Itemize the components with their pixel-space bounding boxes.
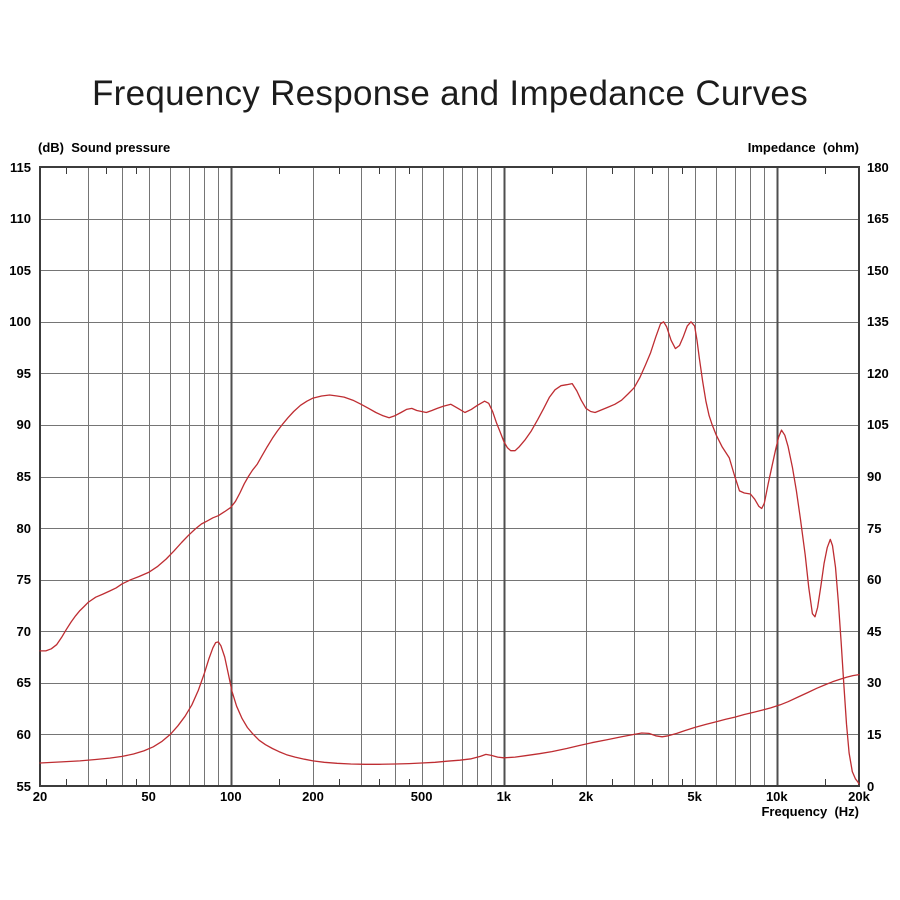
plot-border (39, 166, 860, 787)
left-axis-title: (dB) Sound pressure (38, 140, 171, 155)
y-left-tick-label: 60 (16, 726, 31, 742)
y-left-tick-label: 80 (16, 520, 31, 536)
y-right-tick-label: 30 (867, 675, 882, 691)
y-right-tick-label: 105 (867, 417, 889, 433)
spl-curve (39, 321, 860, 785)
impedance-curve (39, 641, 860, 765)
y-right-tick-label: 0 (867, 778, 875, 794)
y-left-tick-label: 110 (10, 211, 31, 227)
y-left-tick-label: 95 (16, 365, 31, 381)
y-left-tick-label: 65 (16, 675, 31, 691)
right-axis-title: Impedance (ohm) (747, 140, 859, 155)
y-right-tick-label: 15 (867, 726, 882, 742)
x-tick-label: 500 (410, 789, 433, 804)
y-right-tick-label: 165 (867, 211, 889, 227)
y-left-tick-label: 55 (16, 778, 31, 794)
y-left-tick-label: 75 (16, 572, 31, 588)
y-left-tick-label: 115 (10, 159, 31, 175)
y-right-tick-label: 150 (867, 262, 889, 278)
y-left-tick-label: 105 (9, 262, 31, 278)
x-tick-label: 200 (302, 789, 324, 804)
chart-title: Frequency Response and Impedance Curves (92, 74, 808, 113)
y-left-tick-label: 70 (16, 623, 31, 639)
x-axis-title: Frequency (Hz) (761, 804, 859, 819)
x-tick-label: 20 (32, 789, 48, 804)
y-right-tick-label: 135 (867, 314, 889, 330)
y-right-tick-label: 45 (867, 623, 882, 639)
y-right-tick-label: 90 (867, 469, 882, 484)
y-left-tick-label: 85 (16, 469, 31, 484)
x-tick-label: 2k (578, 789, 594, 804)
y-left-tick-label: 90 (16, 417, 31, 433)
x-tick-label: 5k (687, 789, 702, 804)
x-tick-label: 50 (141, 789, 156, 804)
y-right-tick-label: 75 (867, 520, 882, 536)
x-tick-label: 20k (848, 789, 870, 804)
x-tick-label: 100 (219, 789, 242, 804)
x-tick-label: 1k (496, 789, 512, 804)
y-right-tick-label: 60 (867, 572, 882, 588)
y-right-tick-label: 180 (867, 159, 889, 175)
x-tick-label: 10k (765, 789, 788, 804)
y-left-tick-label: 100 (9, 314, 31, 330)
y-right-tick-label: 120 (867, 365, 889, 381)
